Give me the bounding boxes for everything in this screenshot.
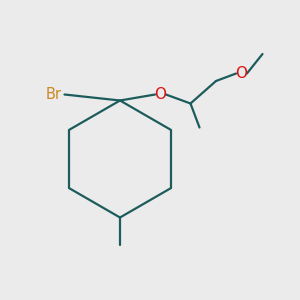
Text: O: O bbox=[236, 66, 247, 81]
Text: Br: Br bbox=[46, 87, 62, 102]
Text: O: O bbox=[154, 87, 166, 102]
